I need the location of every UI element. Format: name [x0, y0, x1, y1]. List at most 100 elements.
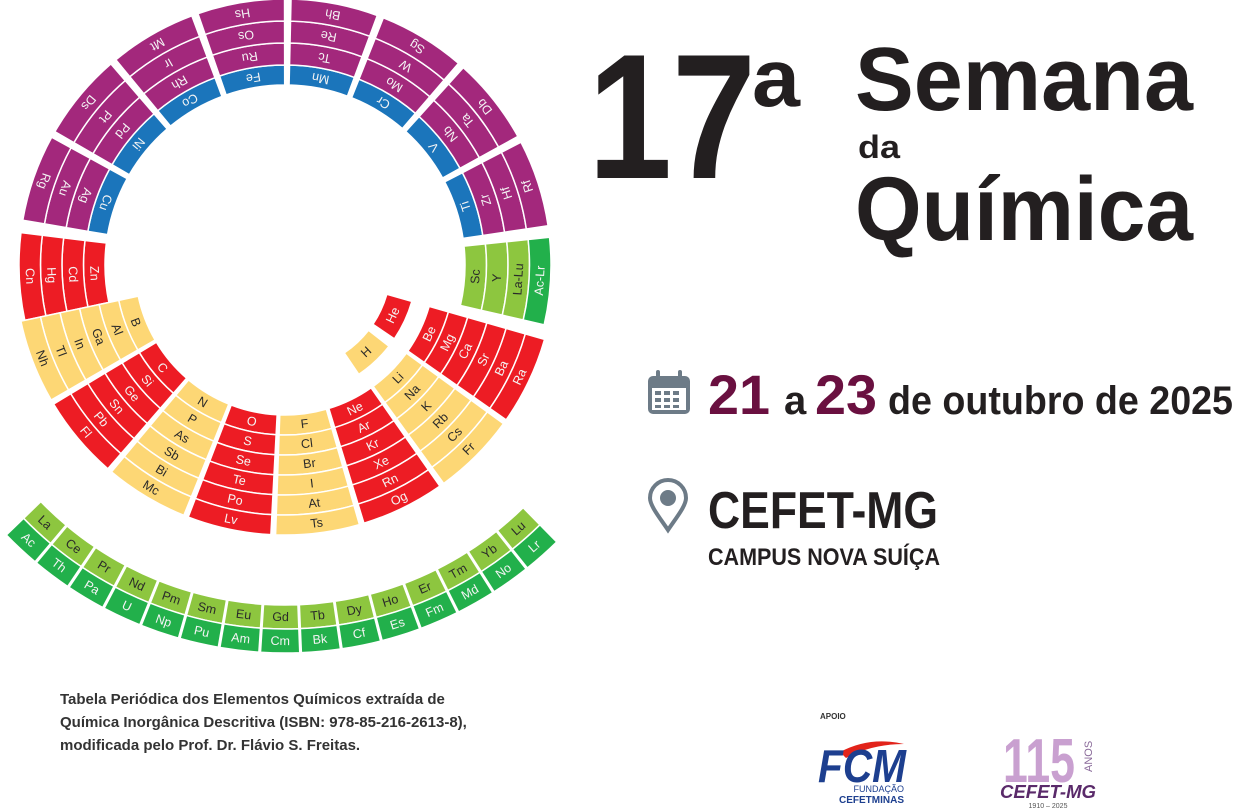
element-symbol: La-Lu [510, 263, 526, 296]
element-symbol: Cr [374, 93, 393, 112]
title-line2: Química [855, 160, 1194, 260]
element-cell [446, 571, 494, 613]
element-cell [274, 504, 361, 536]
element-cell [68, 566, 116, 609]
element-symbol: Kr [364, 436, 381, 454]
fcm-line1: FUNDAÇÃO [853, 784, 904, 794]
element-symbol: Y [490, 273, 505, 283]
anniversary-word: ANOS [1083, 741, 1095, 772]
element-cell [103, 586, 150, 626]
element-cell [20, 316, 70, 402]
element-symbol: Tl [52, 344, 69, 359]
element-symbol: Ne [345, 399, 366, 419]
location-name: CEFET-MG [708, 482, 938, 540]
element-symbol: Pa [82, 578, 102, 598]
element-cell [371, 293, 413, 340]
element-symbol: Ho [381, 592, 400, 610]
element-symbol: Am [231, 630, 251, 646]
element-symbol: Os [237, 27, 255, 43]
element-symbol: Cd [66, 266, 81, 283]
anniversary-name: CEFET-MG [1000, 782, 1096, 802]
date-rest: de outubro de 2025 [888, 379, 1233, 423]
anniversary-logo: 115 ANOS CEFET-MG 1910 – 2025 [1000, 727, 1096, 810]
element-cell [337, 616, 382, 650]
element-symbol: Sc [468, 269, 483, 284]
element-symbol: Zr [477, 192, 494, 208]
location-campus: CAMPUS NOVA SUÍÇA [708, 543, 940, 571]
element-symbol: Pr [95, 558, 113, 576]
element-cell [522, 236, 552, 326]
credit-line: Química Inorgânica Descritiva (ISBN: 978… [60, 714, 467, 731]
element-symbol: Rg [35, 171, 53, 191]
element-symbol: O [245, 414, 258, 430]
element-cell [114, 14, 201, 78]
element-symbol: Tb [310, 608, 326, 623]
element-symbol: Mg [437, 332, 457, 354]
element-symbol: Bk [312, 632, 329, 647]
element-symbol: Cl [300, 436, 313, 451]
fcm-acronym: FCM [818, 740, 907, 792]
element-symbol: Tc [317, 50, 332, 66]
element-symbol: Nd [127, 575, 147, 594]
element-cell [259, 627, 301, 654]
element-symbol: Xe [371, 453, 391, 472]
element-symbol: Rh [169, 72, 190, 92]
element-cell [375, 605, 421, 642]
fcm-logo: FCM FUNDAÇÃO CEFETMINAS [818, 740, 907, 806]
element-symbol: Es [388, 615, 406, 633]
element-symbol: I [309, 476, 314, 490]
element-cell [511, 523, 558, 570]
element-symbol: Pm [160, 588, 182, 607]
element-cell [289, 0, 379, 38]
element-symbol: Zn [87, 266, 102, 281]
element-symbol: Be [420, 324, 439, 344]
element-symbol: Cn [23, 268, 38, 285]
calendar-icon [648, 370, 690, 414]
element-symbol: Se [234, 452, 252, 469]
ordinal: a [752, 33, 801, 124]
element-symbol: F [300, 416, 310, 431]
element-symbol: Ra [510, 367, 530, 387]
element-symbol: Ga [89, 326, 108, 347]
element-symbol: Rn [380, 471, 401, 491]
element-cell [374, 16, 460, 82]
element-cell [18, 231, 47, 322]
element-symbol: Te [231, 472, 247, 488]
element-symbol: Ru [241, 49, 259, 65]
element-cell [140, 602, 186, 640]
element-symbol: In [71, 336, 88, 351]
element-symbol: Cm [270, 634, 290, 648]
element-symbol: Sm [196, 599, 217, 617]
date-start: 21 [708, 363, 770, 426]
element-symbol: Dy [345, 602, 363, 619]
element-cell [447, 66, 519, 149]
element-cell [52, 392, 123, 470]
element-symbol: Mn [311, 70, 331, 87]
element-symbol: Re [319, 28, 337, 45]
element-symbol: Sr [475, 351, 493, 368]
element-cell [357, 468, 441, 525]
element-symbol: Ba [492, 358, 511, 378]
element-symbol: Gd [272, 610, 289, 624]
sponsor-label: APOIO [820, 712, 846, 721]
element-symbol: Nh [33, 348, 52, 368]
element-symbol: Rf [519, 178, 536, 195]
location-icon [647, 478, 689, 534]
element-symbol: Mt [148, 35, 167, 54]
element-symbol: Hg [44, 267, 59, 284]
element-symbol: Ac-Lr [532, 265, 548, 296]
element-symbol: Hf [498, 184, 515, 201]
element-symbol: Sg [407, 37, 427, 57]
element-cell [21, 136, 72, 225]
title-connector: da [858, 129, 900, 165]
date-connector: a [784, 379, 807, 423]
fcm-line2: CEFETMINAS [839, 795, 904, 806]
element-symbol: Cu [96, 193, 114, 213]
date-end: 23 [815, 363, 877, 426]
anniversary-years: 1910 – 2025 [1029, 803, 1068, 810]
element-cell [110, 455, 193, 517]
element-symbol: At [307, 495, 321, 510]
element-symbol: Og [388, 489, 409, 509]
element-cell [35, 543, 83, 588]
